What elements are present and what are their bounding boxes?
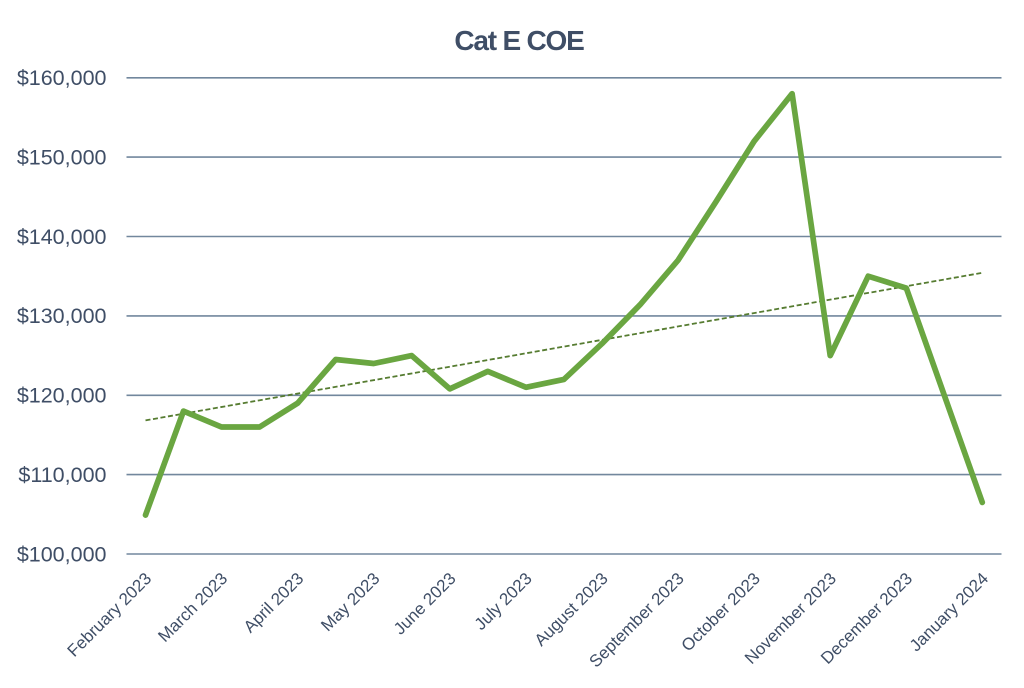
svg-text:$110,000: $110,000 xyxy=(18,463,106,487)
svg-text:$100,000: $100,000 xyxy=(17,542,107,566)
svg-text:$140,000: $140,000 xyxy=(17,225,107,249)
svg-text:$120,000: $120,000 xyxy=(17,384,107,408)
svg-text:$150,000: $150,000 xyxy=(17,145,107,169)
svg-text:$160,000: $160,000 xyxy=(17,66,107,90)
svg-text:Cat E COE: Cat E COE xyxy=(454,25,584,56)
svg-text:$130,000: $130,000 xyxy=(17,304,107,328)
